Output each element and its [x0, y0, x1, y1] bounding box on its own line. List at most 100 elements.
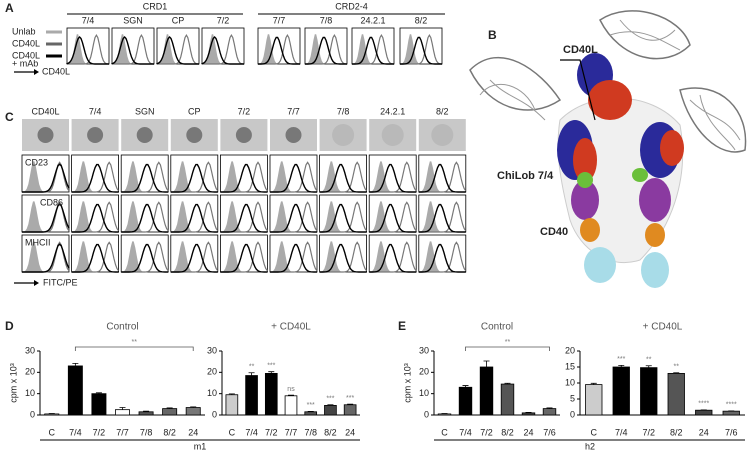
y-tick-label: 0: [570, 409, 575, 419]
significance: ****: [726, 402, 737, 409]
histogram: [369, 243, 417, 273]
y-tick-label: 20: [419, 367, 429, 377]
arrow-head: [34, 280, 39, 286]
x-tick-label: 24: [523, 427, 533, 437]
significance: **: [674, 364, 680, 371]
structure-label: CD40L: [563, 44, 598, 56]
significance: **: [132, 339, 138, 346]
bar: [324, 404, 337, 416]
bar: [667, 372, 685, 416]
bar: [458, 386, 473, 416]
x-tick-label: 7/4: [615, 427, 628, 437]
panel-label: B: [488, 28, 497, 42]
legend-label: CD40L: [12, 38, 40, 48]
y-tick-label: 20: [25, 367, 35, 377]
histogram: [170, 203, 218, 233]
x-tick-label: 7/2: [480, 427, 493, 437]
x-tick-label: 7/4: [459, 427, 472, 437]
x-tick-label: 24: [345, 427, 355, 437]
bar: [437, 413, 452, 416]
significance: ***: [326, 396, 334, 403]
x-tick-label: 8/2: [324, 427, 337, 437]
error-bar: [190, 406, 197, 408]
cell-cluster: [332, 124, 355, 146]
x-tick-label: 8/2: [670, 427, 683, 437]
bar: [722, 410, 740, 416]
x-tick-label: 7/8: [304, 427, 317, 437]
histogram-box: [21, 194, 70, 233]
bracket: [74, 346, 194, 351]
x-tick-label: 7/7: [116, 427, 129, 437]
histogram: [270, 201, 317, 232]
column-label: CD40L: [31, 106, 59, 116]
histogram: [418, 241, 466, 272]
panel-label: A: [5, 1, 14, 15]
histogram: [71, 203, 119, 233]
legend-label: + mAb: [12, 58, 38, 68]
panel-label: C: [5, 110, 14, 124]
x-tick-label: C: [441, 427, 448, 437]
histogram: [71, 201, 119, 232]
column-label: 7/2: [238, 106, 251, 116]
histogram: [400, 36, 442, 65]
y-tick-label: 20: [207, 367, 217, 377]
cell-cluster: [235, 127, 252, 143]
histogram: [258, 36, 300, 65]
legend-label: Unlab: [12, 26, 36, 36]
column-label: 7/4: [82, 15, 95, 25]
row-label: CD23: [25, 157, 48, 167]
histogram: [352, 34, 394, 64]
histogram-box: [269, 154, 318, 193]
histogram: [400, 34, 442, 64]
histogram: [270, 163, 317, 193]
histogram: [369, 201, 417, 232]
x-tick-label: 8/2: [501, 427, 514, 437]
x-tick-label: 7/7: [285, 427, 298, 437]
error-bar: [119, 407, 126, 410]
cell-cluster: [186, 127, 203, 143]
x-tick-label: 7/6: [543, 427, 556, 437]
cell-cluster: [285, 127, 302, 143]
group-label: h2: [585, 441, 595, 451]
histogram: [220, 161, 268, 192]
histogram: [220, 243, 268, 273]
bar: [91, 393, 107, 416]
bar: [284, 395, 298, 416]
histogram: [305, 36, 347, 65]
error-bar: [618, 365, 625, 367]
histogram: [67, 34, 110, 65]
histogram: [170, 201, 218, 232]
histogram: [156, 35, 199, 65]
error-bar: [483, 360, 490, 367]
bar: [542, 408, 557, 416]
group-label: CRD1: [143, 1, 168, 11]
column-label: 8/2: [415, 15, 428, 25]
y-tick-label: 0: [212, 409, 217, 419]
group-label: CRD2-4: [335, 1, 368, 11]
significance: **: [505, 339, 511, 346]
structure-label: ChiLob 7/4: [497, 170, 554, 182]
y-tick-label: 10: [419, 388, 429, 398]
histogram: [22, 161, 69, 192]
structure-label: CD40: [540, 226, 568, 238]
error-bar: [268, 371, 275, 374]
histogram: [319, 203, 367, 233]
histogram: [22, 241, 69, 272]
histogram: [418, 163, 466, 193]
cell-cluster: [381, 124, 404, 146]
bar: [245, 375, 258, 416]
bar: [67, 365, 83, 416]
column-label: 7/7: [287, 106, 300, 116]
histogram: [418, 201, 466, 232]
histogram: [369, 241, 417, 272]
histogram: [157, 34, 200, 65]
chart-title: Control: [106, 322, 138, 333]
chart-title: + CD40L: [643, 322, 683, 333]
column-label: CP: [172, 15, 185, 25]
error-bar: [288, 394, 294, 396]
cell-cluster: [136, 127, 153, 143]
significance: ***: [346, 395, 354, 402]
bar: [304, 411, 318, 416]
histogram: [22, 243, 70, 273]
histogram: [121, 243, 169, 273]
